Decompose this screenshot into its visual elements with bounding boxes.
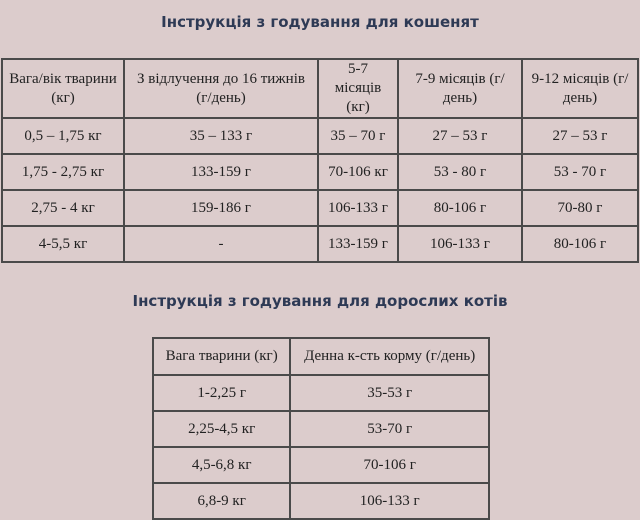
table-row: 4,5-6,8 кг 70-106 г xyxy=(151,446,490,484)
adults-title: Інструкція з годування для дорослих коті… xyxy=(132,292,508,310)
header-cell: 9-12 місяців (г/день) xyxy=(521,58,639,119)
table-cell: 35 – 133 г xyxy=(123,117,319,155)
table-cell: 80-106 г xyxy=(397,189,523,227)
table-row: 0,5 – 1,75 кг 35 – 133 г 35 – 70 г 27 – … xyxy=(1,117,639,155)
table-cell: 70-80 г xyxy=(521,189,639,227)
adults-feeding-table: Вага тварини (кг) Денна к-сть корму (г/д… xyxy=(151,337,490,520)
header-cell: 7-9 місяців (г/день) xyxy=(397,58,523,119)
table-cell: 35-53 г xyxy=(289,374,490,412)
table-cell: 53 - 70 г xyxy=(521,153,639,191)
table-cell: 2,25-4,5 кг xyxy=(151,410,292,448)
table-cell: 106-133 г xyxy=(289,482,490,520)
table-row: 4-5,5 кг - 133-159 г 106-133 г 80-106 г xyxy=(1,225,639,263)
table-row: 2,25-4,5 кг 53-70 г xyxy=(151,410,490,448)
table-row: 1-2,25 г 35-53 г xyxy=(151,374,490,412)
table-cell: 6,8-9 кг xyxy=(151,482,292,520)
header-cell: Вага/вік тварини (кг) xyxy=(1,58,125,119)
table-cell: 35 – 70 г xyxy=(317,117,399,155)
table-row: 1,75 - 2,75 кг 133-159 г 70-106 кг 53 - … xyxy=(1,153,639,191)
header-cell: Денна к-сть корму (г/день) xyxy=(289,337,490,376)
kittens-feeding-table: Вага/вік тварини (кг) З відлучення до 16… xyxy=(1,58,639,263)
table-cell: 1,75 - 2,75 кг xyxy=(1,153,125,191)
header-cell: 5-7 місяців (кг) xyxy=(317,58,399,119)
table-cell: 27 – 53 г xyxy=(521,117,639,155)
table-cell: 133-159 г xyxy=(123,153,319,191)
kittens-title: Інструкція з годування для кошенят xyxy=(161,13,479,31)
table-row: 2,75 - 4 кг 159-186 г 106-133 г 80-106 г… xyxy=(1,189,639,227)
table-cell: - xyxy=(123,225,319,263)
table-cell: 133-159 г xyxy=(317,225,399,263)
table-header-row: Вага/вік тварини (кг) З відлучення до 16… xyxy=(1,58,639,119)
table-row: 6,8-9 кг 106-133 г xyxy=(151,482,490,520)
table-header-row: Вага тварини (кг) Денна к-сть корму (г/д… xyxy=(151,337,490,376)
table-cell: 159-186 г xyxy=(123,189,319,227)
table-cell: 2,75 - 4 кг xyxy=(1,189,125,227)
table-cell: 53 - 80 г xyxy=(397,153,523,191)
table-cell: 0,5 – 1,75 кг xyxy=(1,117,125,155)
header-cell: Вага тварини (кг) xyxy=(151,337,292,376)
header-cell: З відлучення до 16 тижнів (г/день) xyxy=(123,58,319,119)
table-cell: 80-106 г xyxy=(521,225,639,263)
table-cell: 70-106 кг xyxy=(317,153,399,191)
table-cell: 106-133 г xyxy=(317,189,399,227)
table-cell: 27 – 53 г xyxy=(397,117,523,155)
table-cell: 70-106 г xyxy=(289,446,490,484)
table-cell: 4-5,5 кг xyxy=(1,225,125,263)
table-cell: 106-133 г xyxy=(397,225,523,263)
table-cell: 53-70 г xyxy=(289,410,490,448)
table-cell: 4,5-6,8 кг xyxy=(151,446,292,484)
table-cell: 1-2,25 г xyxy=(151,374,292,412)
